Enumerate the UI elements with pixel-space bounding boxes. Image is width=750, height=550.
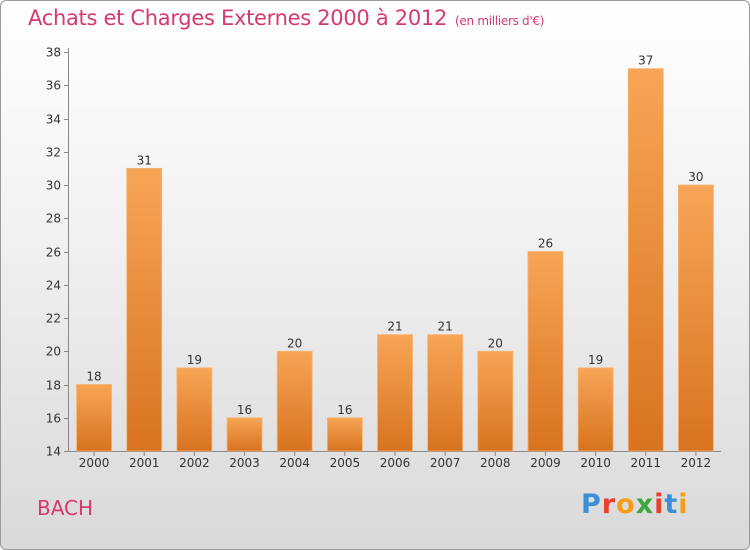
chart-title-text: Achats et Charges Externes 2000 à 2012 xyxy=(28,6,448,30)
chart-axes: 14 16 18 20 22 24 26 28 30 32 34 36 38 2000 2001 2002 20… xyxy=(46,46,721,470)
logo-letter: i xyxy=(678,489,689,520)
x-tick-label: 2011 xyxy=(630,456,661,470)
logo-letter: x xyxy=(635,489,655,520)
value-label-2006: 21 xyxy=(387,320,402,334)
value-label-2009: 26 xyxy=(538,237,553,251)
y-tick-label: 22 xyxy=(46,312,61,326)
bar-2011[interactable] xyxy=(627,68,664,452)
bar-2004[interactable] xyxy=(276,350,313,452)
bar-2002[interactable] xyxy=(176,367,213,452)
x-tick-label: 2002 xyxy=(179,456,210,470)
x-tick-label: 2010 xyxy=(580,456,611,470)
value-label-2000: 18 xyxy=(86,370,101,384)
value-label-2008: 20 xyxy=(488,336,503,350)
x-tick-label: 2006 xyxy=(380,456,411,470)
bar-2012[interactable] xyxy=(678,184,714,452)
x-tick-label: 2003 xyxy=(229,456,260,470)
value-label-2002: 19 xyxy=(187,353,202,367)
y-tick-label: 32 xyxy=(46,146,61,160)
y-tick-label: 30 xyxy=(46,179,61,193)
x-tick-label: 2008 xyxy=(480,456,511,470)
chart-bars xyxy=(76,68,714,452)
y-tick-label: 24 xyxy=(46,279,61,293)
value-label-2004: 20 xyxy=(287,336,302,350)
bar-2009[interactable] xyxy=(527,251,564,452)
x-tick-label: 2000 xyxy=(79,456,110,470)
bar-2006[interactable] xyxy=(377,334,413,452)
bar-2005[interactable] xyxy=(326,417,363,452)
bar-2010[interactable] xyxy=(577,367,614,452)
logo-letter: t xyxy=(664,489,679,520)
y-tick-label: 38 xyxy=(46,46,61,60)
x-tick-label: 2005 xyxy=(330,456,361,470)
logo-letter: i xyxy=(654,489,665,520)
value-label-2012: 30 xyxy=(688,170,703,184)
y-tick-label: 34 xyxy=(46,113,61,127)
value-label-2011: 37 xyxy=(638,54,653,68)
value-label-2007: 21 xyxy=(438,320,453,334)
logo-letter: r xyxy=(601,489,617,520)
bar-2007[interactable] xyxy=(427,334,464,452)
value-label-2003: 16 xyxy=(237,403,252,417)
value-label-2010: 19 xyxy=(588,353,603,367)
chart-value-labels: 18 31 19 16 20 16 21 21 20 26 19 37 30 xyxy=(86,54,703,417)
chart-title: Achats et Charges Externes 2000 à 2012 (e… xyxy=(28,6,544,30)
value-label-2001: 31 xyxy=(137,153,152,167)
y-tick-label: 16 xyxy=(46,412,61,426)
x-tick-label: 2004 xyxy=(279,456,310,470)
bar-2001[interactable] xyxy=(126,167,163,452)
bar-2008[interactable] xyxy=(477,350,514,452)
chart-subtitle: (en milliers d'€) xyxy=(455,14,545,28)
x-tick-label: 2009 xyxy=(530,456,561,470)
y-tick-label: 14 xyxy=(46,445,61,459)
x-tick-label: 2012 xyxy=(681,456,712,470)
x-tick-label: 2007 xyxy=(430,456,461,470)
y-tick-label: 20 xyxy=(46,345,61,359)
bar-2003[interactable] xyxy=(226,417,263,452)
y-tick-label: 36 xyxy=(46,79,61,93)
logo-letter: P xyxy=(581,489,602,520)
commune-name: BACH xyxy=(37,496,94,520)
y-tick-label: 28 xyxy=(46,212,61,226)
y-tick-label: 26 xyxy=(46,246,61,260)
bar-2000[interactable] xyxy=(76,384,112,452)
y-tick-label: 18 xyxy=(46,379,61,393)
proxiti-logo[interactable]: Proxiti xyxy=(581,489,689,520)
x-tick-label: 2001 xyxy=(129,456,160,470)
value-label-2005: 16 xyxy=(337,403,352,417)
logo-letter: o xyxy=(616,489,636,520)
